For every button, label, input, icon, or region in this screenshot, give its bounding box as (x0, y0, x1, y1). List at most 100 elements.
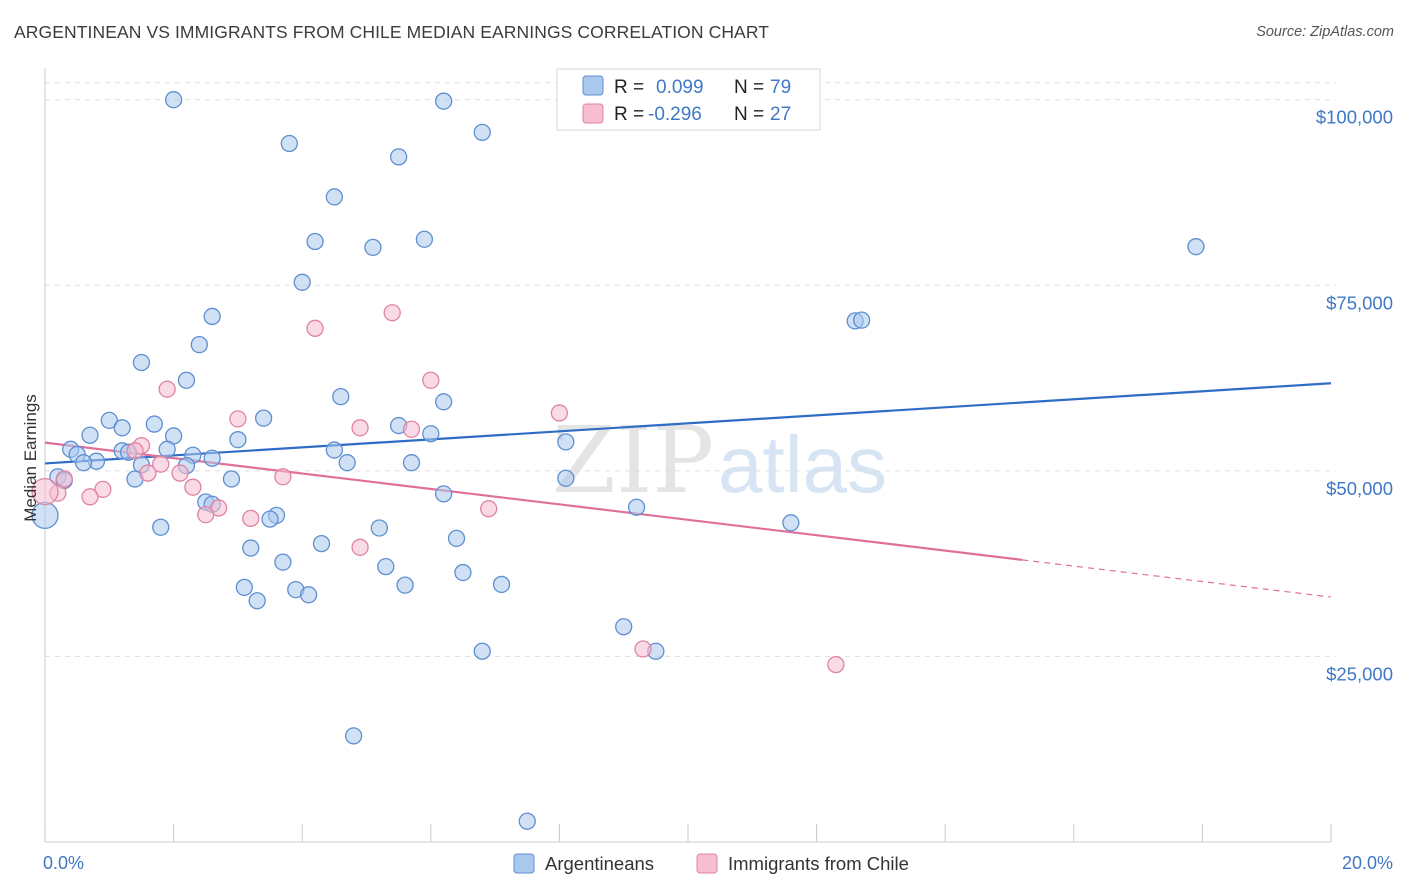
x-tick-label-1: 20.0% (1342, 853, 1393, 873)
argentinean-point-3 (280, 134, 298, 153)
legend-n-value-2: 27 (770, 104, 791, 125)
argentinean-point-9 (1187, 238, 1205, 256)
argentinean-point-46 (222, 470, 241, 488)
argentinean-point-62 (454, 563, 472, 582)
argentinean-point-36 (203, 449, 221, 467)
legend-r-value-2: -0.296 (648, 104, 702, 125)
argentinean-point-52 (261, 510, 279, 528)
argentinean-point-15 (132, 353, 151, 372)
bottom-legend-label-argentineans: Argentineans (545, 853, 654, 874)
chile-point-25 (827, 655, 845, 674)
chile-point-12 (171, 464, 189, 482)
argentinean-point-59 (242, 539, 260, 557)
argentinean-point-60 (274, 553, 292, 571)
argentinean-point-28 (557, 433, 575, 451)
argentinean-point-57 (447, 529, 466, 548)
argentinean-point-63 (396, 576, 414, 594)
argentinean-trend-line (44, 382, 1332, 465)
argentinean-point-27 (229, 431, 247, 449)
argentinean-point-21 (145, 415, 163, 433)
chile-point-21 (197, 505, 215, 524)
argentinean-point-8 (415, 230, 434, 248)
watermark-zip: ZIP (552, 407, 714, 514)
x-tick-label-0: 0.0% (43, 853, 84, 873)
argentinean-point-10 (293, 273, 311, 291)
y-tick-label-3: $100,000 (1316, 107, 1393, 128)
argentinean-point-22 (113, 419, 131, 437)
chile-point-9 (126, 442, 144, 460)
argentinean-point-58 (312, 534, 331, 553)
watermark: ZIP atlas (552, 407, 887, 514)
y-tick-label-1: $50,000 (1326, 478, 1393, 499)
chile-point-18 (81, 488, 99, 506)
argentinean-point-65 (235, 578, 253, 597)
source-credit: Source: ZipAtlas.com (1256, 24, 1394, 40)
argentinean-point-0 (435, 92, 453, 110)
chile-point-0 (383, 304, 401, 322)
argentinean-point-35 (325, 441, 344, 459)
bottom-legend-swatch-argentineans (513, 853, 535, 874)
chile-point-13 (274, 468, 292, 486)
argentinean-point-68 (248, 592, 266, 610)
bottom-legend: Argentineans Immigrants from Chile (513, 853, 909, 874)
chile-point-7 (402, 420, 421, 438)
argentinean-point-17 (332, 387, 350, 406)
legend-r-label-1: R = (614, 77, 644, 98)
argentinean-point-6 (306, 232, 324, 251)
bottom-legend-swatch-chile (696, 853, 718, 874)
legend-r-value-1: 0.099 (656, 77, 704, 98)
argentinean-point-61 (377, 557, 395, 576)
argentinean-point-41 (338, 454, 356, 472)
argentinean-point-5 (325, 188, 344, 206)
chile-point-2 (422, 371, 440, 389)
argentinean-point-72 (627, 498, 646, 516)
chile-point-16 (94, 480, 112, 499)
bottom-legend-label-chile: Immigrants from Chile (728, 853, 909, 874)
argentinean-point-29 (158, 440, 176, 458)
argentinean-point-56 (370, 519, 389, 537)
gridlines (45, 82, 1336, 657)
axes (44, 68, 1332, 843)
y-tick-label-2: $75,000 (1326, 292, 1393, 313)
argentinean-point-24 (81, 426, 99, 444)
argentinean-point-38 (74, 454, 93, 472)
chile-point-5 (229, 410, 247, 428)
chile-point-14 (55, 470, 73, 488)
chile-point-1 (306, 319, 324, 337)
chile-point-22 (242, 509, 260, 528)
argentinean-point-42 (402, 454, 421, 472)
argentinean-point-16 (177, 371, 196, 389)
chile-point-15 (184, 478, 202, 496)
legend-r-label-2: R = (614, 104, 644, 125)
argentinean-point-69 (615, 618, 633, 636)
argentinean-point-73 (344, 727, 363, 745)
legend-swatch-chile (582, 103, 604, 124)
argentinean-point-18 (435, 393, 453, 411)
argentinean-point-47 (557, 469, 575, 487)
argentinean-point-64 (492, 575, 511, 594)
chile-point-26 (31, 477, 59, 506)
legend-swatch-argentineans (582, 75, 604, 96)
argentinean-point-55 (152, 518, 170, 536)
argentinean-point-48 (435, 485, 453, 503)
argentinean-point-7 (364, 238, 382, 257)
chile-point-24 (634, 640, 652, 658)
chile-point-3 (158, 380, 176, 398)
argentinean-point-4 (389, 148, 408, 166)
y-tick-labels: $25,000 $50,000 $75,000 $100,000 (1316, 107, 1393, 685)
chile-point-11 (139, 464, 157, 482)
chile-trend-extension (1022, 559, 1332, 598)
top-legend: R = 0.099 N = 79 R = -0.296 N = 27 (556, 68, 821, 131)
argentinean-point-20 (100, 411, 118, 430)
argentinean-point-74 (518, 812, 536, 830)
chile-point-10 (152, 455, 170, 473)
x-tick-labels: 0.0% 20.0% (43, 853, 1393, 873)
watermark-atlas: atlas (718, 420, 887, 509)
argentinean-point-2 (473, 123, 491, 142)
argentinean-point-14 (190, 336, 208, 354)
legend-n-label-2: N = (734, 104, 764, 125)
argentinean-point-70 (473, 642, 491, 660)
chile-point-20 (480, 500, 498, 518)
chile-point-23 (351, 538, 369, 556)
